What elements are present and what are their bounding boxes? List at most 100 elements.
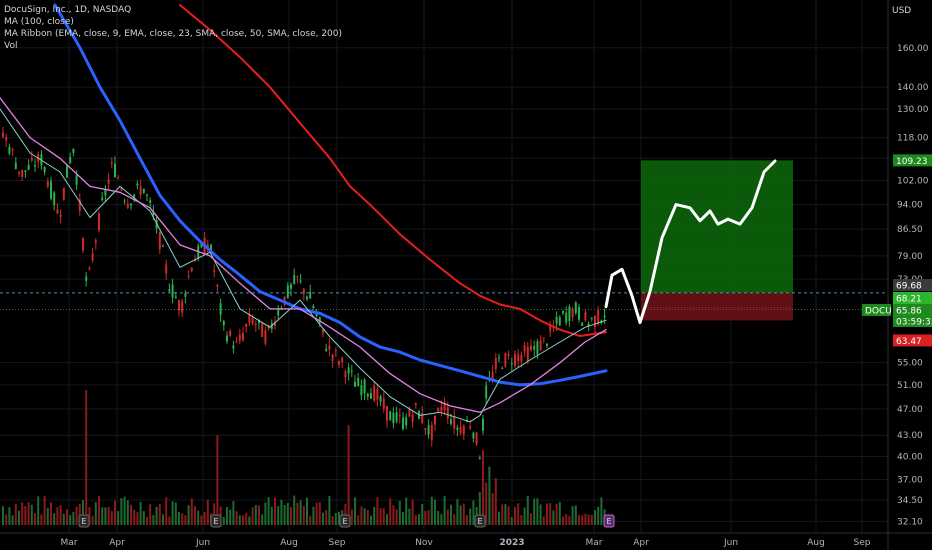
candle-body (440, 406, 443, 412)
volume-bar (280, 499, 283, 525)
time-tick: Sep (329, 538, 346, 548)
candle-body (485, 385, 488, 399)
earnings-marker-label: E (81, 517, 86, 526)
candle-body (98, 213, 100, 231)
volume-bar (411, 499, 414, 525)
indicator-ma[interactable]: MA (100, close) (4, 17, 74, 27)
volume-bar (517, 503, 520, 525)
volume-bar (450, 504, 452, 525)
volume-bar (539, 504, 542, 525)
volume-bar (437, 510, 440, 525)
earnings-marker[interactable] (210, 514, 222, 528)
volume-bar (117, 511, 120, 525)
volume-bar (405, 497, 408, 525)
candles (2, 127, 606, 460)
time-tick: Sep (854, 538, 871, 548)
candle-body (306, 296, 308, 299)
volume-bar (424, 510, 427, 525)
price-tick: 47.00 (897, 405, 923, 415)
indicator-ribbon[interactable]: MA Ribbon (EMA, close, 9, EMA, close, 23… (4, 29, 343, 39)
time-tick: 2023 (499, 538, 524, 548)
candle-body (181, 300, 184, 313)
volume-bar (354, 497, 356, 525)
volume-bar (146, 516, 148, 525)
volume-bar (590, 514, 593, 525)
volume-bar (72, 511, 75, 525)
candle-body (558, 317, 561, 326)
candle-body (274, 321, 276, 327)
volume-bar (142, 511, 145, 525)
candle-body (354, 381, 356, 387)
volume-bar (459, 505, 462, 525)
candle-body (104, 189, 107, 196)
earnings-marker[interactable] (474, 514, 486, 528)
candle-body (91, 253, 94, 261)
candle-body (482, 418, 484, 431)
candle-body (402, 417, 404, 430)
volume-bar (302, 505, 305, 525)
time-tick: Mar (586, 538, 603, 548)
price-tick: 102.00 (897, 177, 929, 187)
candle-body (450, 419, 452, 424)
candle-body (446, 407, 449, 419)
candle-body (437, 408, 440, 411)
candle-body (430, 424, 433, 441)
volume-bar (30, 504, 33, 525)
volume-bar (526, 495, 529, 525)
candle-body (142, 188, 145, 194)
volume-bar (446, 509, 449, 525)
profit-zone[interactable] (641, 160, 793, 293)
volume-bar (414, 515, 417, 525)
time-axis[interactable]: Mar Apr Jun Aug Sep Nov 2023 Mar Apr Jun Aug Sep (0, 532, 932, 548)
candle-body (302, 288, 305, 295)
price-tick: 40.00 (897, 453, 923, 463)
volume-bar (46, 507, 49, 525)
time-tick: Jun (195, 538, 210, 548)
candle-body (133, 194, 136, 198)
volume-bar (258, 505, 260, 525)
volume-bar (136, 512, 139, 525)
candle-body (546, 343, 548, 346)
volume-bar (293, 495, 296, 525)
candle-body (443, 403, 446, 411)
volume-bar (379, 508, 382, 525)
volume-bar (408, 508, 411, 525)
candle-body (389, 411, 392, 421)
price-tick: 51.00 (897, 381, 923, 391)
candle-body (254, 323, 257, 326)
candle-body (59, 214, 62, 217)
grid (0, 0, 888, 533)
candle-body (168, 289, 171, 292)
candle-body (24, 170, 27, 173)
volume-bar (168, 516, 171, 525)
candle-body (229, 330, 232, 337)
candle-body (245, 324, 248, 327)
candle-body (30, 157, 33, 161)
earnings-marker[interactable] (78, 514, 90, 528)
indicator-vol[interactable]: Vol (4, 41, 18, 51)
volume-bar (334, 512, 337, 525)
loss-zone[interactable] (641, 292, 793, 321)
volume-bar (190, 498, 193, 525)
volume-bar (568, 515, 571, 525)
volume-bar (62, 513, 65, 525)
price-tick: 160.00 (897, 44, 929, 54)
candle-body (379, 396, 382, 402)
candle-body (299, 280, 302, 282)
volume-bar (104, 507, 107, 525)
candle-body (456, 427, 459, 430)
earnings-marker[interactable] (339, 514, 351, 528)
candle-body (277, 309, 280, 316)
candle-body (510, 363, 513, 365)
candle-body (238, 334, 241, 341)
volume-bar (443, 495, 446, 525)
volume-bar (286, 503, 289, 525)
candle-body (290, 284, 292, 289)
earnings-marker[interactable] (603, 514, 615, 528)
candle-body (200, 243, 203, 248)
volume-bar (222, 516, 225, 525)
candle-body (322, 328, 324, 333)
currency-label: USD (892, 6, 911, 16)
